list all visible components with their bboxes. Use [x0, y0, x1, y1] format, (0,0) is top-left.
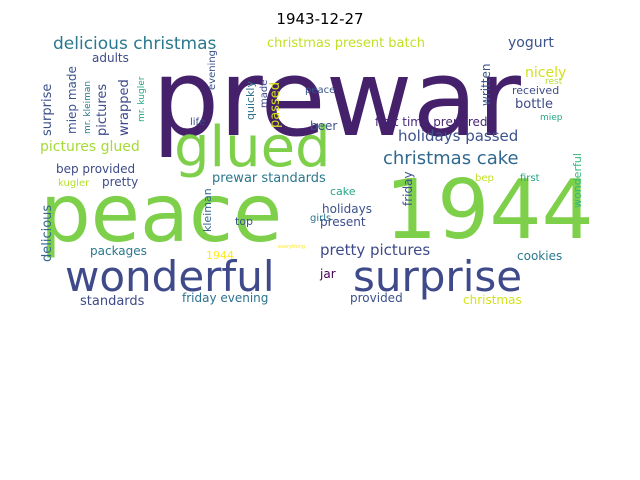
word-nicely: nicely	[525, 65, 567, 81]
word-jar: jar	[320, 267, 336, 281]
word-friday: friday	[401, 171, 415, 206]
word-peace-small: peace	[305, 85, 336, 96]
word-kugler: kugler	[58, 178, 90, 189]
word-christmas-present-batch: christmas present batch	[267, 36, 425, 51]
word-packages: packages	[90, 244, 147, 258]
word-holidays: holidays	[322, 202, 372, 216]
word-glued: glued	[174, 115, 331, 180]
word-standards: standards	[80, 294, 145, 309]
chart-title: 1943-12-27	[276, 10, 364, 28]
word-first-time-prepared: first time prepared	[375, 115, 488, 129]
word-top: top	[235, 215, 254, 228]
word-wonderful: wonderful	[65, 252, 275, 301]
word-surprise: surprise	[353, 252, 523, 301]
word-beer: beer	[310, 119, 338, 133]
word-prewar-standards: prewar standards	[212, 171, 326, 186]
word-girls: girls	[310, 213, 332, 224]
word-wonderful-vertical: wonderful	[571, 153, 584, 208]
word-pretty-pictures: pretty pictures	[320, 241, 431, 259]
word-evening: evening	[207, 49, 218, 90]
word-delicious: delicious	[40, 204, 55, 262]
word-surprise-vertical: surprise	[40, 83, 55, 136]
word-present: present	[320, 215, 366, 229]
word-holidays-passed: holidays passed	[398, 127, 519, 145]
word-1944-small: 1944	[206, 249, 234, 262]
word-mr-kleiman: mr. kleiman	[83, 80, 93, 134]
word-kleiman: kleiman	[201, 188, 214, 232]
word-yogurt: yogurt	[508, 35, 554, 51]
word-received: received	[512, 84, 560, 97]
word-pretty: pretty	[102, 175, 139, 189]
word-prewar: prewar	[152, 37, 521, 160]
word-peace: peace	[40, 167, 283, 260]
word-miep: miep	[540, 113, 563, 123]
word-friday-evening: friday evening	[182, 291, 269, 305]
word-mr-kugler: mr. kugler	[137, 76, 147, 122]
word-bep: bep	[475, 173, 494, 184]
word-delicious-christmas: delicious christmas	[53, 34, 217, 54]
word-first: first	[520, 173, 540, 184]
word-passed: passed	[268, 81, 283, 128]
word-cake: cake	[330, 185, 356, 198]
word-christmas-small: christmas	[463, 293, 522, 307]
word-everything: everything	[278, 244, 305, 250]
word-quickly: quickly	[244, 81, 257, 120]
word-adults: adults	[92, 51, 129, 65]
word-life: life	[190, 117, 206, 128]
word-bep-provided: bep provided	[56, 162, 136, 176]
word-provided: provided	[350, 291, 403, 305]
word-written: written	[479, 63, 493, 106]
word-1944: 1944	[385, 163, 594, 258]
word-christmas-cake: christmas cake	[383, 148, 519, 169]
word-cloud: prewar peace 1944 glued wonderful surpri…	[40, 34, 594, 315]
word-wrapped: wrapped	[117, 79, 132, 136]
word-miep-made: miep made	[65, 66, 79, 134]
word-bottle: bottle	[515, 97, 554, 112]
word-cookies: cookies	[517, 249, 563, 263]
word-pictures-glued: pictures glued	[40, 139, 140, 155]
word-pictures-vertical: pictures	[95, 83, 110, 136]
word-rest: rest	[545, 77, 563, 87]
